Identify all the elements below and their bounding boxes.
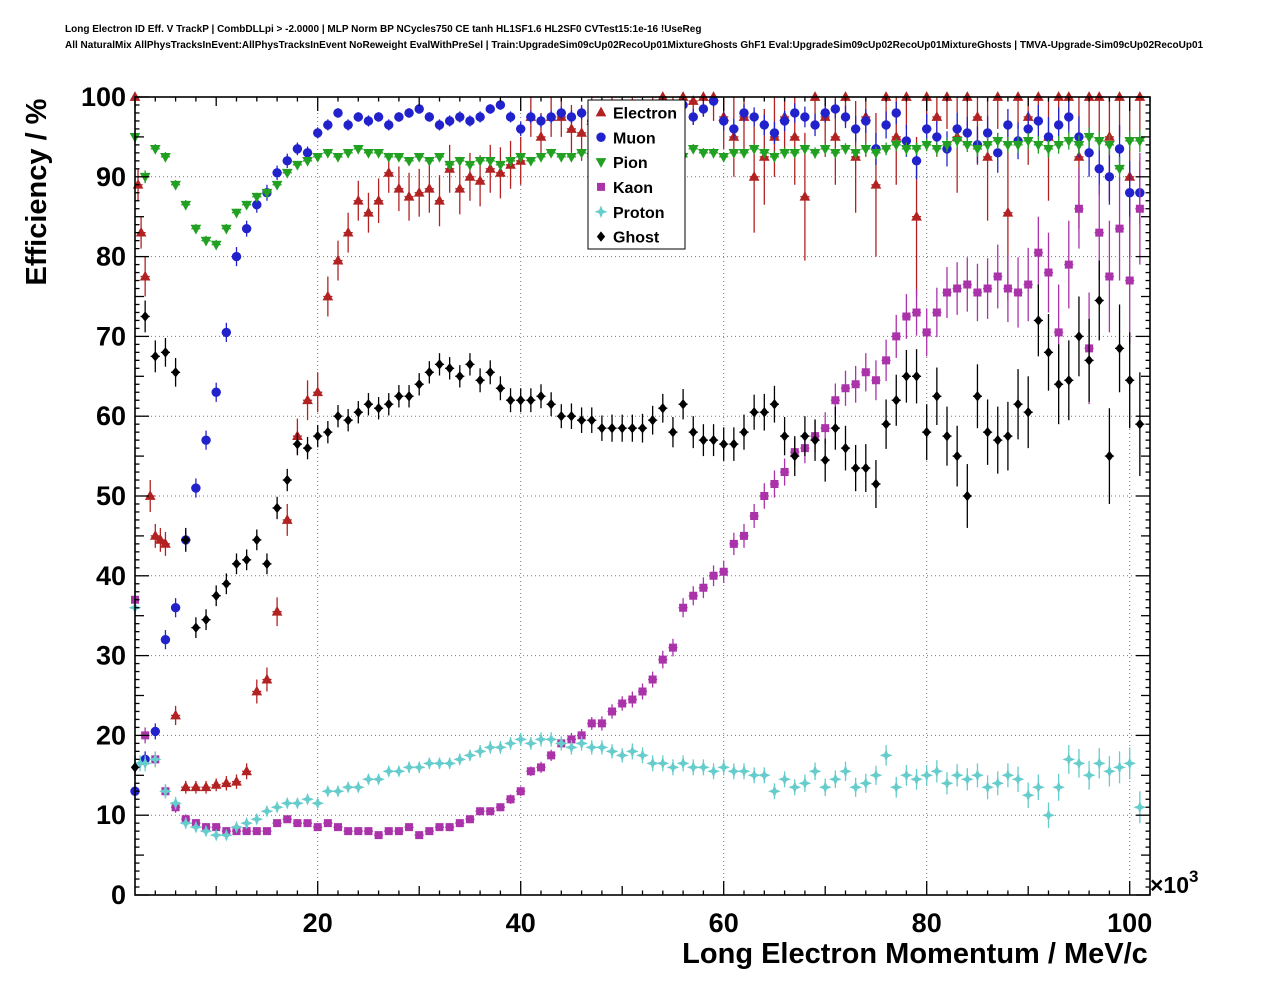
svg-text:30: 30 <box>96 641 126 671</box>
legend-item-electron: Electron <box>595 105 677 122</box>
x-axis-exponent: ×103 <box>1150 867 1198 898</box>
svg-text:40: 40 <box>96 561 126 591</box>
legend: Electron Muon Pion Kaon Proton Ghost <box>587 99 686 250</box>
legend-item-pion: Pion <box>595 155 648 172</box>
svg-text:90: 90 <box>96 162 126 192</box>
legend-item-proton: Proton <box>594 205 665 222</box>
series-ghost <box>130 260 1145 780</box>
legend-item-kaon: Kaon <box>597 180 653 197</box>
svg-text:100: 100 <box>81 82 126 112</box>
svg-text:40: 40 <box>506 908 536 938</box>
svg-text:50: 50 <box>96 481 126 511</box>
series-proton <box>128 595 1147 842</box>
electron-marker-icon <box>595 106 607 117</box>
svg-text:10: 10 <box>96 800 126 830</box>
y-axis-title: Efficiency / % <box>21 98 53 285</box>
ghost-marker-icon <box>596 231 606 242</box>
svg-text:20: 20 <box>303 908 333 938</box>
legend-label-pion: Pion <box>613 155 648 172</box>
svg-text:60: 60 <box>709 908 739 938</box>
svg-text:20: 20 <box>96 720 126 750</box>
y-tick-labels: 0 10 20 30 40 50 60 70 80 90 100 <box>81 82 126 910</box>
legend-item-muon: Muon <box>596 130 656 147</box>
x-tick-labels: 20 40 60 80 100 <box>303 908 1153 938</box>
axis-ticks <box>135 96 1151 896</box>
legend-label-proton: Proton <box>613 205 665 222</box>
svg-text:60: 60 <box>96 401 126 431</box>
x-axis-title: Long Electron Momentum / MeV/c <box>682 938 1148 970</box>
legend-label-muon: Muon <box>613 130 656 147</box>
kaon-marker-icon <box>597 182 605 191</box>
svg-text:100: 100 <box>1107 908 1152 938</box>
legend-label-electron: Electron <box>613 105 677 122</box>
svg-text:0: 0 <box>111 880 126 910</box>
legend-label-ghost: Ghost <box>613 230 660 247</box>
plot-header: Long Electron ID Eff. V TrackP | CombDLL… <box>65 22 1203 54</box>
proton-marker-icon <box>594 205 608 219</box>
plot-title-line1: Long Electron ID Eff. V TrackP | CombDLL… <box>65 24 702 35</box>
muon-marker-icon <box>596 132 606 142</box>
plot-title-line2: All NaturalMix AllPhysTracksInEvent:AllP… <box>65 40 1204 51</box>
pion-marker-icon <box>595 158 607 168</box>
svg-text:80: 80 <box>96 242 126 272</box>
svg-text:80: 80 <box>912 908 942 938</box>
legend-item-ghost: Ghost <box>596 230 660 247</box>
legend-label-kaon: Kaon <box>613 180 653 197</box>
svg-text:70: 70 <box>96 321 126 351</box>
